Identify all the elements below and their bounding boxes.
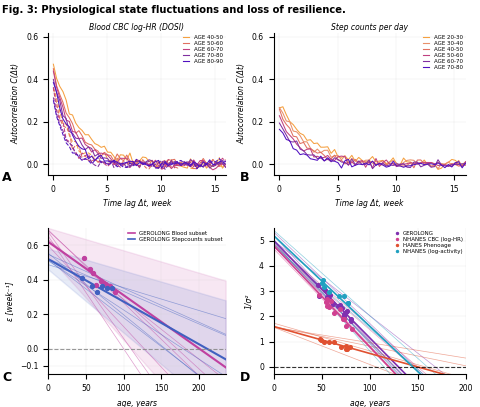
Point — [81, 255, 88, 261]
Point — [319, 277, 327, 283]
Point — [335, 302, 342, 309]
Point — [93, 289, 101, 295]
Point — [330, 339, 337, 346]
Point — [342, 309, 350, 316]
Point — [346, 344, 354, 350]
Point — [347, 316, 355, 323]
Point — [86, 266, 94, 272]
Point — [343, 307, 351, 314]
Point — [340, 315, 348, 322]
Point — [78, 275, 86, 282]
Legend: AGE 20-30, AGE 30-40, AGE 40-50, AGE 50-60, AGE 60-70, AGE 70-80: AGE 20-30, AGE 30-40, AGE 40-50, AGE 50-… — [423, 35, 463, 70]
Y-axis label: Autocorrelation C(Δt): Autocorrelation C(Δt) — [237, 63, 246, 144]
Point — [101, 280, 108, 287]
Point — [342, 346, 350, 352]
Point — [338, 305, 346, 312]
Text: C: C — [2, 370, 12, 383]
Point — [335, 293, 343, 299]
Point — [342, 343, 350, 349]
Point — [348, 318, 355, 324]
Title: Step counts per day: Step counts per day — [331, 23, 408, 32]
Point — [318, 280, 326, 286]
Point — [348, 326, 356, 332]
Point — [331, 310, 338, 316]
Point — [324, 302, 331, 309]
Point — [88, 282, 96, 289]
Point — [327, 298, 335, 304]
Point — [340, 311, 348, 317]
Point — [325, 289, 333, 295]
Title: Blood CBC log-HR (DOSI): Blood CBC log-HR (DOSI) — [89, 23, 184, 32]
Y-axis label: 1/σ²: 1/σ² — [244, 293, 253, 309]
X-axis label: age, years: age, years — [349, 399, 390, 407]
Point — [343, 322, 350, 329]
X-axis label: Time lag Δt, week: Time lag Δt, week — [336, 199, 404, 208]
Point — [326, 292, 334, 298]
Point — [324, 293, 331, 300]
Point — [322, 287, 329, 293]
Point — [103, 285, 111, 292]
Point — [92, 282, 99, 288]
Point — [329, 300, 337, 307]
Text: D: D — [240, 370, 250, 383]
Point — [323, 296, 330, 302]
Point — [325, 339, 333, 346]
Point — [106, 283, 114, 289]
Point — [336, 306, 344, 313]
Legend: GEROLONG, NHANES CBC (log-HR), HANES Phenoage, NHANES (log-activity): GEROLONG, NHANES CBC (log-HR), HANES Phe… — [396, 231, 463, 254]
Point — [344, 300, 351, 306]
Text: A: A — [2, 171, 12, 184]
Text: B: B — [240, 171, 250, 184]
Point — [97, 277, 105, 284]
Point — [320, 284, 328, 290]
Point — [315, 291, 323, 298]
Point — [323, 299, 330, 305]
Point — [111, 289, 119, 295]
Point — [336, 302, 343, 309]
X-axis label: age, years: age, years — [117, 399, 157, 407]
Point — [344, 346, 351, 352]
Y-axis label: Autocorrelation C(Δt): Autocorrelation C(Δt) — [12, 63, 21, 144]
Point — [340, 293, 348, 300]
Point — [316, 336, 324, 343]
Point — [341, 313, 348, 319]
Point — [108, 284, 116, 291]
Point — [89, 270, 97, 276]
Point — [315, 293, 323, 300]
Point — [98, 282, 106, 289]
Point — [318, 337, 325, 344]
X-axis label: Time lag Δt, week: Time lag Δt, week — [103, 199, 171, 208]
Point — [314, 282, 322, 288]
Legend: GEROLONG Blood subset, GEROLONG Stepcounts subset: GEROLONG Blood subset, GEROLONG Stepcoun… — [128, 231, 223, 242]
Point — [344, 300, 351, 306]
Y-axis label: ε [week⁻¹]: ε [week⁻¹] — [5, 281, 14, 321]
Text: Fig. 3: Physiological state fluctuations and loss of resilience.: Fig. 3: Physiological state fluctuations… — [2, 5, 346, 15]
Point — [325, 304, 333, 311]
Point — [321, 339, 328, 345]
Legend: AGE 40-50, AGE 50-60, AGE 60-70, AGE 70-80, AGE 80-90: AGE 40-50, AGE 50-60, AGE 60-70, AGE 70-… — [183, 35, 223, 63]
Point — [337, 344, 345, 351]
Point — [339, 316, 347, 322]
